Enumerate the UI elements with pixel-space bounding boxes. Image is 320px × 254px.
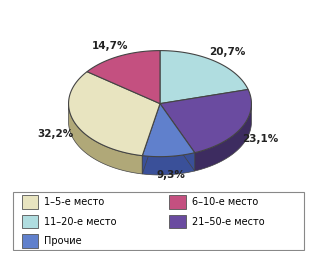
Polygon shape	[195, 104, 252, 171]
Polygon shape	[160, 51, 248, 104]
Bar	[22, 234, 38, 248]
Text: 20,7%: 20,7%	[209, 47, 246, 57]
Text: 14,7%: 14,7%	[92, 41, 129, 51]
Text: 21–50-е место: 21–50-е место	[192, 217, 264, 227]
Polygon shape	[142, 104, 160, 174]
Bar	[22, 215, 38, 228]
Polygon shape	[142, 104, 160, 174]
Polygon shape	[142, 104, 195, 157]
Text: Прочие: Прочие	[44, 236, 82, 246]
Polygon shape	[87, 51, 160, 104]
Text: 11–20-е место: 11–20-е место	[44, 217, 117, 227]
Text: 1–5-е место: 1–5-е место	[44, 197, 104, 207]
Text: 32,2%: 32,2%	[38, 129, 74, 139]
Polygon shape	[160, 89, 252, 153]
Polygon shape	[160, 104, 195, 171]
Polygon shape	[142, 153, 195, 175]
Bar	[169, 215, 186, 228]
Polygon shape	[160, 104, 195, 171]
Polygon shape	[68, 104, 142, 174]
Bar	[22, 195, 38, 209]
Polygon shape	[68, 72, 160, 156]
Text: 6–10-е место: 6–10-е место	[192, 197, 258, 207]
FancyBboxPatch shape	[12, 192, 304, 250]
Text: 23,1%: 23,1%	[242, 134, 278, 145]
Text: 9,3%: 9,3%	[156, 170, 185, 180]
Bar	[169, 195, 186, 209]
